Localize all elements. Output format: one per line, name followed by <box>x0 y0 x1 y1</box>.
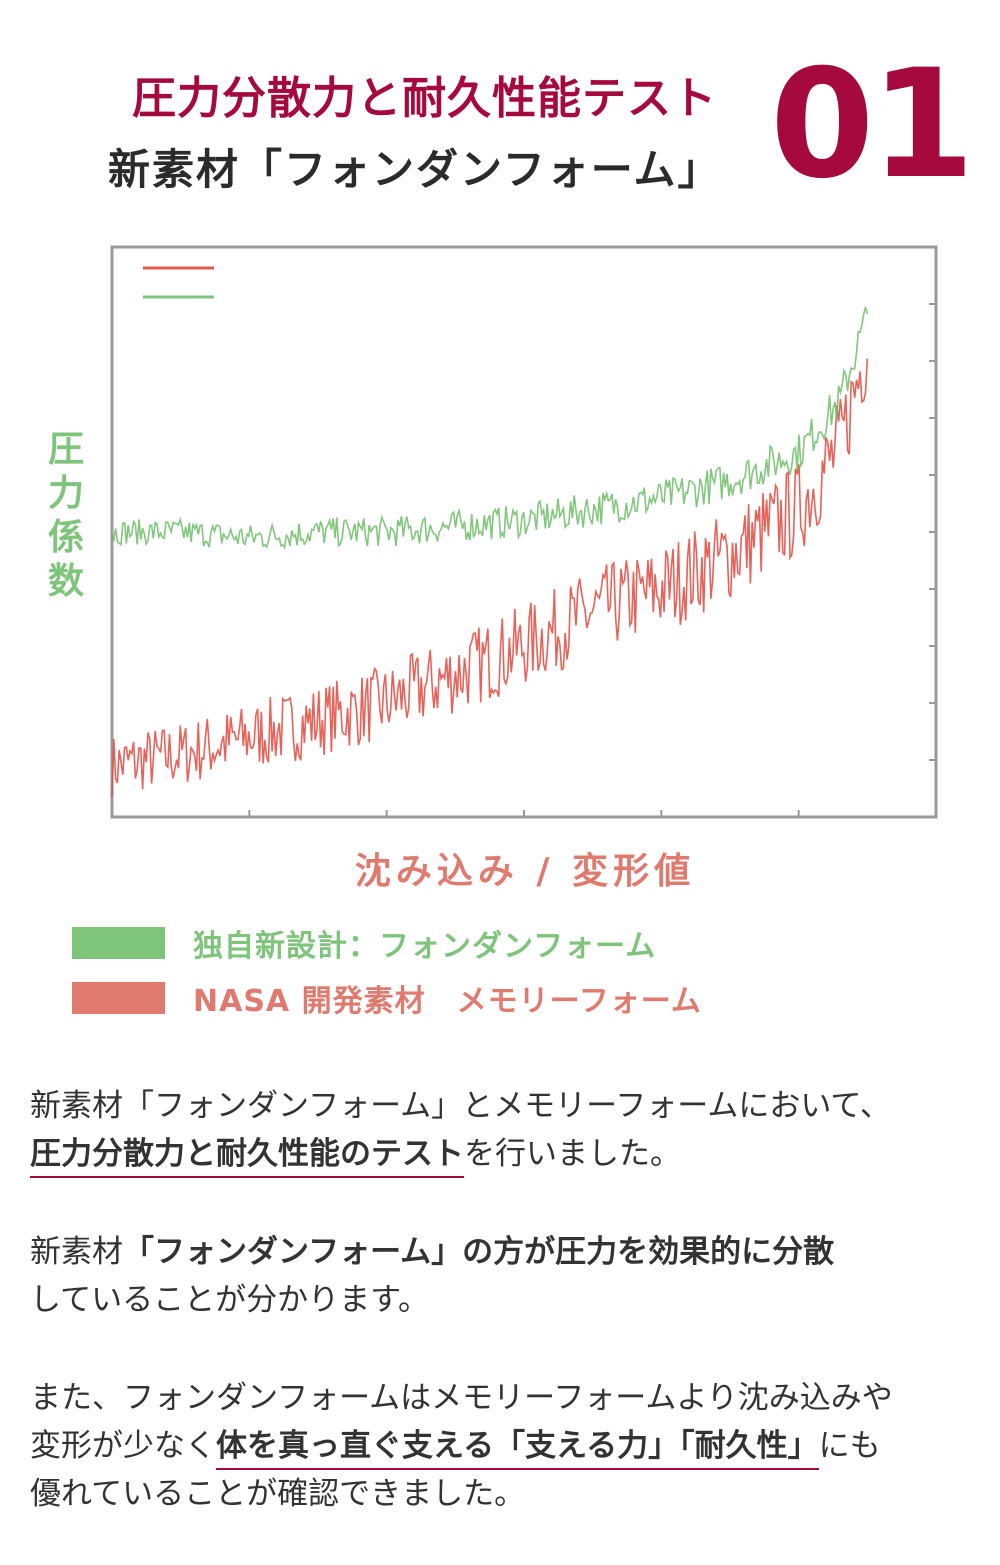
section-number: 01 <box>770 38 975 212</box>
legend-swatch-red <box>72 982 165 1014</box>
legend-swatch-green <box>72 927 165 959</box>
paragraph-2: 新素材「フォンダンフォーム」の方が圧力を効果的に分散 していることが分かります。 <box>30 1228 990 1324</box>
emphasis-text: 圧力分散力と耐久性能のテスト <box>30 1136 464 1178</box>
series-line-memory <box>111 358 869 798</box>
text: 新素材 <box>30 1234 123 1270</box>
axis-ticks <box>248 303 936 817</box>
y-axis-label-char: 係 <box>47 517 84 558</box>
emphasis-text: 「フォンダンフォーム」の方が圧力を効果的に分散 <box>123 1234 835 1270</box>
section-subtitle: 新素材「フォンダンフォーム」 <box>108 145 722 194</box>
text: 変形が少なく <box>30 1428 216 1464</box>
series-layer <box>111 306 869 798</box>
series-line-fondant <box>111 306 869 550</box>
paragraph-1: 新素材「フォンダンフォーム」とメモリーフォームにおいて、 圧力分散力と耐久性能の… <box>30 1082 990 1178</box>
chart-area <box>110 245 938 819</box>
y-axis-label: 圧 力 係 数 <box>44 428 88 604</box>
y-axis-label-char: 力 <box>47 473 84 514</box>
text: また、フォンダンフォームはメモリーフォームより沈み込みや <box>30 1380 893 1416</box>
legend-item-memory: NASA 開発素材 メモリーフォーム <box>72 981 702 1019</box>
text: していることが分かります。 <box>30 1282 429 1318</box>
paragraph-3: また、フォンダンフォームはメモリーフォームより沈み込みや 変形が少なく体を真っ直… <box>30 1374 990 1518</box>
x-axis-label: 沈み込み / 変形値 <box>354 851 696 892</box>
emphasis-text: 体を真っ直ぐ支える「支える力」「耐久性」 <box>216 1428 819 1470</box>
legend-item-fondant: 独自新設計：フォンダンフォーム <box>72 926 656 964</box>
plot-frame <box>110 245 938 819</box>
section-title: 圧力分散力と耐久性能テスト <box>132 73 717 124</box>
y-axis-label-char: 数 <box>47 561 84 602</box>
text: にも <box>818 1428 881 1464</box>
y-axis-label-char: 圧 <box>47 429 84 470</box>
legend-label: NASA 開発素材 メモリーフォーム <box>193 984 702 1019</box>
text: 新素材「フォンダンフォーム」とメモリーフォームにおいて、 <box>30 1088 891 1124</box>
text: 優れていることが確認できました。 <box>30 1476 526 1512</box>
text: を行いました。 <box>464 1136 681 1172</box>
legend-label: 独自新設計：フォンダンフォーム <box>193 929 657 964</box>
